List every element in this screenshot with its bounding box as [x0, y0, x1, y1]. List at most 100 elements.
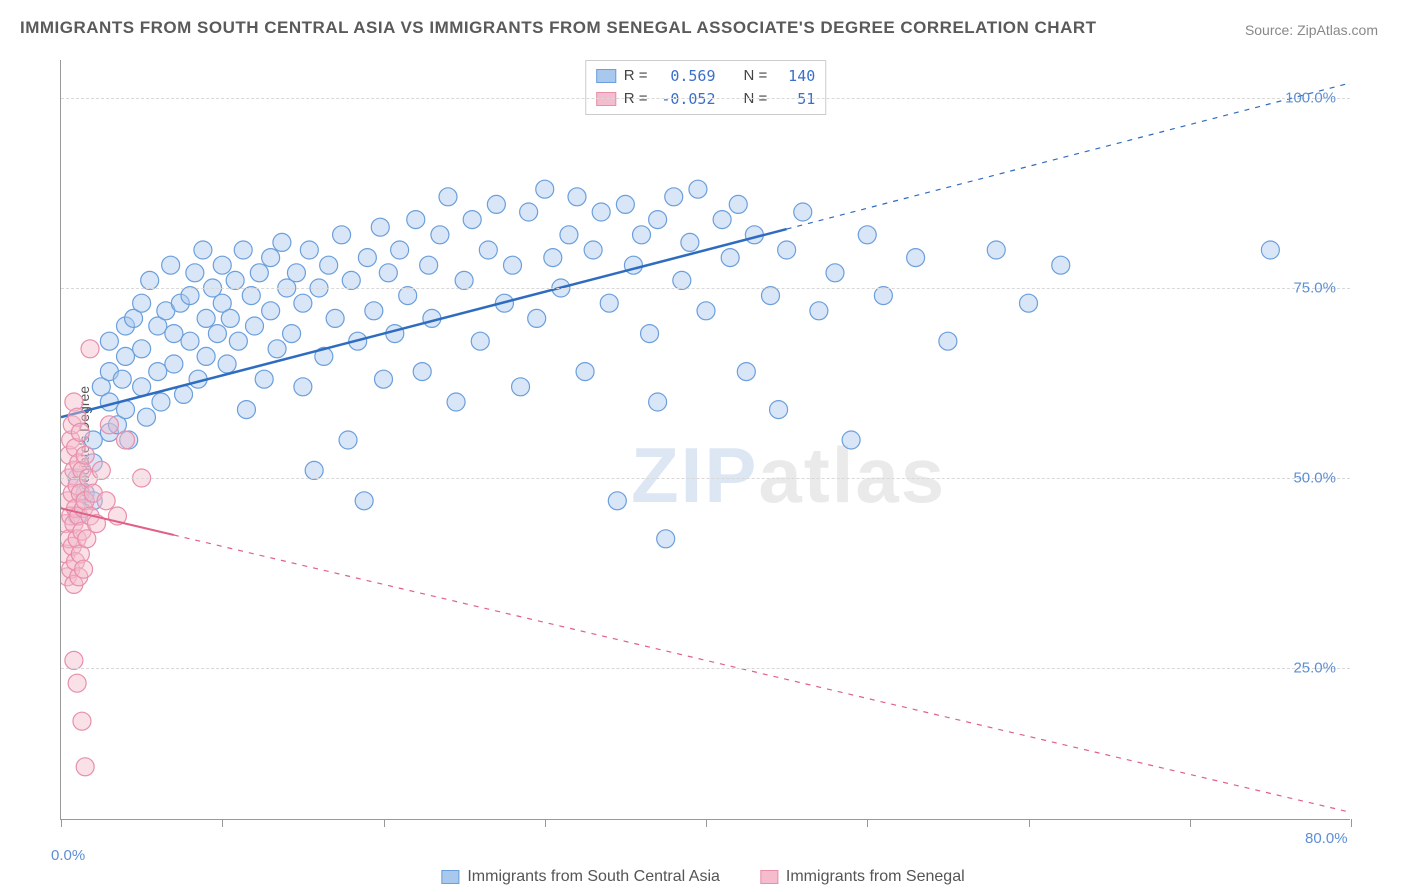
- scatter-point: [1052, 256, 1070, 274]
- scatter-point: [181, 287, 199, 305]
- trend-line-dashed: [787, 83, 1351, 229]
- scatter-point: [420, 256, 438, 274]
- source-value: ZipAtlas.com: [1297, 22, 1378, 38]
- scatter-point: [649, 211, 667, 229]
- scatter-point: [181, 332, 199, 350]
- scatter-point: [479, 241, 497, 259]
- scatter-point: [208, 325, 226, 343]
- x-tick-label: 80.0%: [1305, 830, 1348, 847]
- gridline-h: [61, 288, 1350, 289]
- x-tick-mark: [545, 819, 546, 827]
- scatter-point: [165, 325, 183, 343]
- scatter-point: [592, 203, 610, 221]
- x-tick-mark: [1190, 819, 1191, 827]
- scatter-point: [512, 378, 530, 396]
- source-label: Source:: [1245, 22, 1293, 38]
- scatter-point: [399, 287, 417, 305]
- scatter-point: [100, 416, 118, 434]
- scatter-point: [413, 363, 431, 381]
- scatter-point: [300, 241, 318, 259]
- scatter-point: [294, 294, 312, 312]
- scatter-point: [73, 712, 91, 730]
- scatter-point: [76, 446, 94, 464]
- scatter-point: [137, 408, 155, 426]
- scatter-point: [152, 393, 170, 411]
- scatter-point: [117, 431, 135, 449]
- scatter-point: [294, 378, 312, 396]
- scatter-point: [858, 226, 876, 244]
- scatter-point: [76, 758, 94, 776]
- scatter-point: [568, 188, 586, 206]
- legend-series-item: Immigrants from South Central Asia: [441, 868, 720, 886]
- scatter-point: [81, 340, 99, 358]
- scatter-point: [333, 226, 351, 244]
- scatter-point: [939, 332, 957, 350]
- x-tick-mark: [1029, 819, 1030, 827]
- scatter-point: [576, 363, 594, 381]
- scatter-point: [75, 560, 93, 578]
- scatter-point: [141, 271, 159, 289]
- x-tick-mark: [706, 819, 707, 827]
- plot-area: R =0.569N =140R =-0.052N =51 ZIPatlas 25…: [60, 60, 1350, 820]
- y-tick-label: 50.0%: [1293, 470, 1336, 487]
- source-citation: Source: ZipAtlas.com: [1245, 22, 1378, 38]
- scatter-point: [616, 195, 634, 213]
- y-tick-label: 75.0%: [1293, 280, 1336, 297]
- chart-title: IMMIGRANTS FROM SOUTH CENTRAL ASIA VS IM…: [20, 18, 1097, 38]
- trend-line-dashed: [174, 535, 1351, 812]
- x-tick-mark: [867, 819, 868, 827]
- scatter-point: [770, 401, 788, 419]
- scatter-point: [365, 302, 383, 320]
- scatter-point: [250, 264, 268, 282]
- x-tick-mark: [61, 819, 62, 827]
- scatter-point: [92, 461, 110, 479]
- scatter-svg: [61, 60, 1351, 820]
- scatter-point: [262, 249, 280, 267]
- scatter-point: [194, 241, 212, 259]
- scatter-point: [133, 340, 151, 358]
- legend-series-label: Immigrants from Senegal: [786, 868, 965, 886]
- scatter-point: [371, 218, 389, 236]
- scatter-point: [649, 393, 667, 411]
- scatter-point: [273, 233, 291, 251]
- scatter-point: [665, 188, 683, 206]
- scatter-point: [234, 241, 252, 259]
- scatter-point: [794, 203, 812, 221]
- scatter-point: [113, 370, 131, 388]
- scatter-point: [544, 249, 562, 267]
- x-tick-mark: [1351, 819, 1352, 827]
- scatter-point: [117, 347, 135, 365]
- legend-series: Immigrants from South Central Asia Immigr…: [441, 868, 964, 886]
- scatter-point: [246, 317, 264, 335]
- scatter-point: [874, 287, 892, 305]
- scatter-point: [262, 302, 280, 320]
- scatter-point: [487, 195, 505, 213]
- scatter-point: [326, 309, 344, 327]
- scatter-point: [165, 355, 183, 373]
- scatter-point: [242, 287, 260, 305]
- scatter-point: [358, 249, 376, 267]
- scatter-point: [778, 241, 796, 259]
- legend-series-item: Immigrants from Senegal: [760, 868, 965, 886]
- gridline-h: [61, 98, 1350, 99]
- scatter-point: [218, 355, 236, 373]
- y-tick-label: 25.0%: [1293, 660, 1336, 677]
- scatter-point: [987, 241, 1005, 259]
- scatter-point: [584, 241, 602, 259]
- scatter-point: [229, 332, 247, 350]
- scatter-point: [162, 256, 180, 274]
- scatter-point: [375, 370, 393, 388]
- scatter-point: [407, 211, 425, 229]
- scatter-point: [439, 188, 457, 206]
- gridline-h: [61, 668, 1350, 669]
- scatter-point: [729, 195, 747, 213]
- scatter-point: [762, 287, 780, 305]
- scatter-point: [681, 233, 699, 251]
- scatter-point: [608, 492, 626, 510]
- x-tick-mark: [222, 819, 223, 827]
- scatter-point: [560, 226, 578, 244]
- scatter-point: [721, 249, 739, 267]
- scatter-point: [907, 249, 925, 267]
- scatter-point: [536, 180, 554, 198]
- scatter-point: [149, 363, 167, 381]
